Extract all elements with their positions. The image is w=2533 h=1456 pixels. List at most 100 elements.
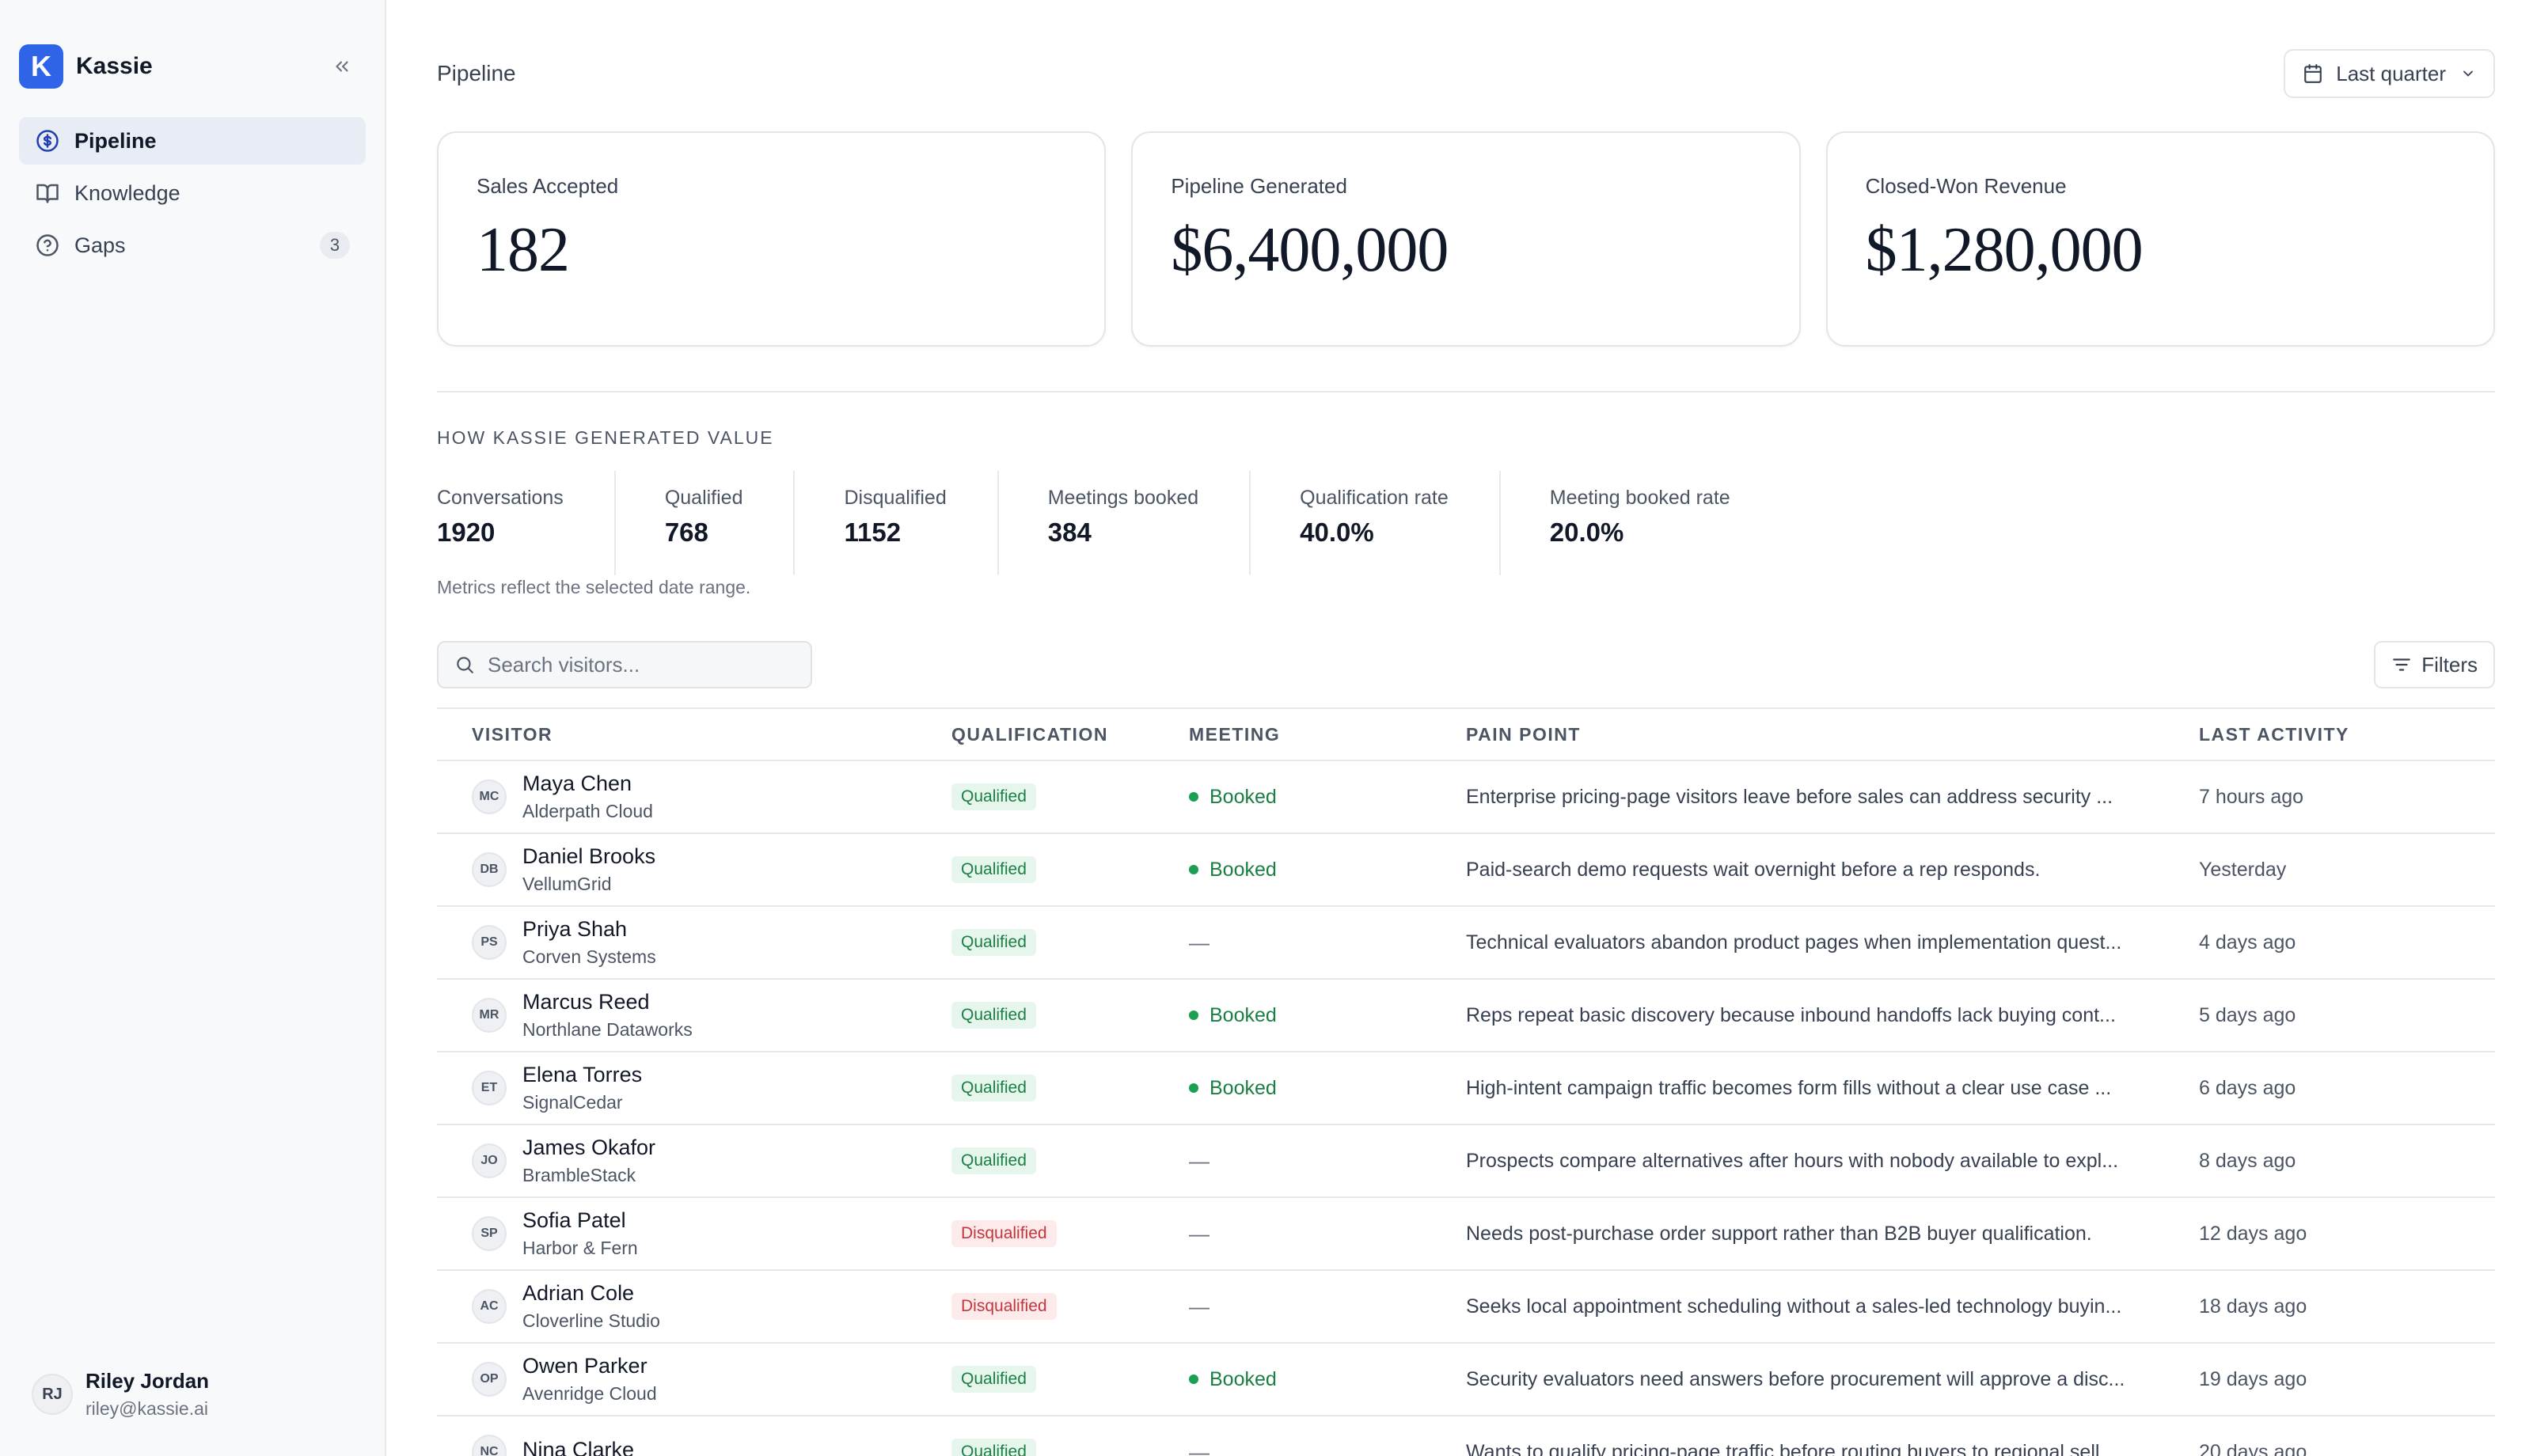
last-activity-text: 4 days ago [2199, 931, 2296, 954]
table-row[interactable]: SP Sofia Patel Harbor & Fern Disqualified — N… [437, 1198, 2495, 1271]
meeting-cell: Booked [1189, 1004, 1466, 1027]
pain-point-cell: High-intent campaign traffic becomes for… [1466, 1077, 2199, 1100]
last-activity-cell: 4 days ago [2199, 931, 2495, 954]
metric-label: Meeting booked rate [1549, 487, 1730, 509]
column-header-last-activity[interactable]: LAST ACTIVITY [2199, 723, 2349, 745]
pain-point-cell: Reps repeat basic discovery because inbo… [1466, 1004, 2199, 1027]
column-header-qualification[interactable]: QUALIFICATION [951, 723, 1108, 745]
collapse-sidebar-button[interactable] [326, 51, 358, 82]
filters-label: Filters [2421, 652, 2478, 677]
pain-point-cell: Paid-search demo requests wait overnight… [1466, 859, 2199, 882]
table-row[interactable]: NC Nina Clarke Qualified — Wants to qualify … [437, 1416, 2495, 1456]
kpi-value: 182 [477, 215, 570, 285]
column-header-visitor[interactable]: VISITOR [472, 723, 553, 745]
meeting-label: Booked [1210, 1076, 1277, 1099]
kpi-cards: Sales Accepted 182 Pipeline Generated $6… [437, 131, 2495, 347]
last-activity-text: 19 days ago [2199, 1367, 2307, 1390]
sidebar-item-pipeline[interactable]: Pipeline [19, 117, 366, 165]
qualification-cell: Qualified [951, 929, 1189, 956]
metric-conversations: Conversations 1920 [437, 471, 616, 575]
metric-qualified: Qualified 768 [665, 471, 796, 575]
column-header-pain-point[interactable]: PAIN POINT [1466, 723, 1581, 745]
search-box[interactable] [437, 641, 812, 688]
filters-button[interactable]: Filters [2374, 641, 2495, 688]
meeting-status: Booked [1189, 1004, 1466, 1027]
pain-point-cell: Needs post-purchase order support rather… [1466, 1223, 2199, 1246]
meeting-status: Booked [1189, 786, 1466, 809]
metric-disqualified: Disqualified 1152 [844, 471, 999, 575]
metric-meeting-booked-rate: Meeting booked rate 20.0% [1550, 471, 1781, 575]
table-row[interactable]: PS Priya Shah Corven Systems Qualified — Tech… [437, 907, 2495, 980]
kassie-logo[interactable]: K [19, 44, 63, 89]
status-badge: Qualified [951, 1002, 1036, 1029]
kpi-label: Sales Accepted [477, 174, 619, 198]
qualification-cell: Qualified [951, 783, 1189, 810]
page-title: Pipeline [437, 61, 516, 85]
avatar: JO [472, 1143, 507, 1178]
table-row[interactable]: OP Owen Parker Avenridge Cloud Qualified Boo… [437, 1344, 2495, 1416]
meeting-status: — [1189, 930, 1210, 954]
qualification-cell: Disqualified [951, 1293, 1189, 1320]
visitor-name[interactable]: Marcus Reed [522, 990, 650, 1014]
sidebar-nav: Pipeline Knowledge Gaps 3 [0, 89, 385, 269]
meeting-status: Booked [1189, 1077, 1466, 1100]
avatar: OP [472, 1362, 507, 1397]
search-input[interactable] [488, 652, 788, 677]
column-header-meeting[interactable]: MEETING [1189, 723, 1281, 745]
meeting-status: Booked [1189, 1368, 1466, 1391]
visitor-cell: DB Daniel Brooks VellumGrid [437, 844, 951, 895]
visitor-name[interactable]: Maya Chen [522, 772, 632, 795]
status-badge: Disqualified [951, 1220, 1057, 1247]
search-icon [454, 654, 475, 675]
table-row[interactable]: DB Daniel Brooks VellumGrid Qualified Booked… [437, 834, 2495, 907]
table-row[interactable]: AC Adrian Cole Cloverline Studio Disqualifi… [437, 1271, 2495, 1344]
pain-point-cell: Prospects compare alternatives after hou… [1466, 1150, 2199, 1173]
meeting-status: Booked [1189, 859, 1466, 882]
meeting-cell: — [1189, 1295, 1466, 1319]
table-row[interactable]: ET Elena Torres SignalCedar Qualified Booked… [437, 1052, 2495, 1125]
meeting-cell: Booked [1189, 1077, 1466, 1100]
visitor-name[interactable]: Elena Torres [522, 1063, 643, 1086]
table-row[interactable]: MC Maya Chen Alderpath Cloud Qualified Booke… [437, 761, 2495, 834]
avatar: MC [472, 779, 507, 814]
table-header: VISITOR QUALIFICATION MEETING PAIN POINT… [437, 709, 2495, 761]
pain-point-text: Needs post-purchase order support rather… [1466, 1222, 2092, 1245]
date-range-select[interactable]: Last quarter [2284, 49, 2495, 98]
visitor-cell: JO James Okafor BrambleStack [437, 1136, 951, 1186]
kpi-card-pipeline-generated: Pipeline Generated $6,400,000 [1131, 131, 1801, 347]
visitor-name[interactable]: Nina Clarke [522, 1437, 635, 1456]
user-name: Riley Jordan [85, 1369, 210, 1393]
kpi-label: Pipeline Generated [1171, 174, 1347, 198]
last-activity-cell: 19 days ago [2199, 1368, 2495, 1391]
table-row[interactable]: MR Marcus Reed Northlane Dataworks Qualifie… [437, 980, 2495, 1052]
last-activity-text: 7 hours ago [2199, 785, 2304, 808]
meeting-cell: — [1189, 1149, 1466, 1174]
metric-label: Conversations [437, 487, 564, 509]
main-content: Pipeline Last quarter Sales Accepted 182… [386, 0, 2533, 1456]
metric-value: 20.0% [1549, 518, 1624, 547]
sidebar-item-gaps[interactable]: Gaps 3 [19, 222, 366, 269]
visitor-company: Cloverline Studio [522, 1310, 660, 1331]
user-profile[interactable]: RJ Riley Jordan riley@kassie.ai [32, 1369, 209, 1420]
status-badge: Qualified [951, 1147, 1036, 1174]
visitor-name[interactable]: Owen Parker [522, 1354, 647, 1378]
visitor-name[interactable]: Adrian Cole [522, 1281, 635, 1305]
table-row[interactable]: JO James Okafor BrambleStack Qualified — Pros… [437, 1125, 2495, 1198]
visitor-cell: ET Elena Torres SignalCedar [437, 1063, 951, 1113]
visitor-name[interactable]: Daniel Brooks [522, 844, 656, 868]
meeting-label: Booked [1210, 1003, 1277, 1026]
avatar: PS [472, 925, 507, 960]
visitor-name[interactable]: Priya Shah [522, 917, 628, 941]
metric-label: Disqualified [844, 487, 947, 509]
pain-point-text: Technical evaluators abandon product pag… [1466, 931, 2122, 954]
status-dot-icon [1189, 865, 1198, 874]
sidebar-item-knowledge[interactable]: Knowledge [19, 169, 366, 217]
status-badge: Qualified [951, 1366, 1036, 1393]
visitor-name[interactable]: James Okafor [522, 1136, 656, 1159]
kpi-value: $6,400,000 [1171, 215, 1449, 285]
qualification-cell: Disqualified [951, 1220, 1189, 1247]
user-email: riley@kassie.ai [85, 1398, 209, 1419]
sidebar: K Kassie Pipeline Knowledge [0, 0, 386, 1456]
visitor-name[interactable]: Sofia Patel [522, 1208, 626, 1232]
meeting-status: — [1189, 1439, 1210, 1456]
